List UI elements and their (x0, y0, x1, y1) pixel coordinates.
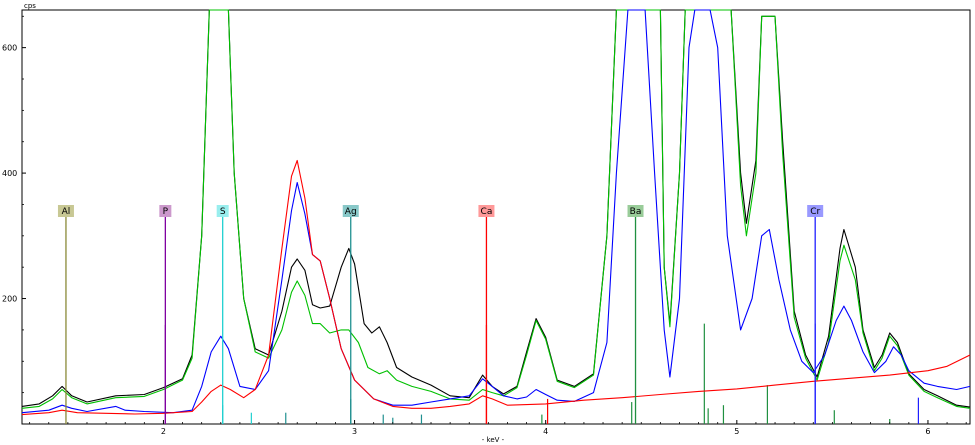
element-markers-layer: Al P S Ag Ca Ba Cr (57, 205, 824, 424)
x-tick-label-3: 3 (352, 427, 357, 436)
element-marker-label-al: Al (62, 207, 71, 217)
element-marker-box-ca (478, 205, 495, 217)
element-marker-label-p: P (163, 207, 169, 217)
element-marker-label-cr: Cr (810, 207, 820, 217)
element-marker-label-ag: Ag (345, 207, 357, 217)
element-marker-box-s (216, 205, 229, 217)
series-line-3 (21, 159, 971, 416)
element-marker-box-al (57, 205, 74, 217)
y-tick-label-400: 400 (2, 169, 17, 178)
axes-layer: 2 3 4 5 6 200 400 600 (2, 15, 967, 436)
element-marker-box-cr (807, 205, 824, 217)
element-marker-box-ba (627, 205, 644, 217)
x-tick-label-2: 2 (161, 427, 166, 436)
x-tick-label-5: 5 (734, 427, 739, 436)
series-layer (21, 9, 971, 416)
x-axis-title: - keV - (482, 436, 505, 444)
x-tick-label-6: 6 (925, 427, 930, 436)
y-tick-label-600: 600 (2, 44, 17, 53)
element-marker-label-s: S (220, 207, 226, 217)
element-marker-label-ca: Ca (481, 207, 493, 217)
y-tick-label-200: 200 (2, 295, 17, 304)
element-marker-box-ag (342, 205, 359, 217)
element-marker-label-ba: Ba (630, 207, 642, 217)
element-marker-box-p (159, 205, 172, 217)
y-axis-title: cps (24, 2, 36, 10)
series-line-2 (21, 9, 971, 414)
x-tick-label-4: 4 (543, 427, 548, 436)
